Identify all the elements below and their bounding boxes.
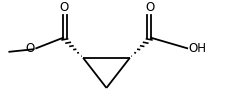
Text: OH: OH (188, 42, 206, 55)
Text: O: O (145, 1, 154, 14)
Text: O: O (26, 42, 35, 55)
Text: O: O (60, 1, 69, 14)
